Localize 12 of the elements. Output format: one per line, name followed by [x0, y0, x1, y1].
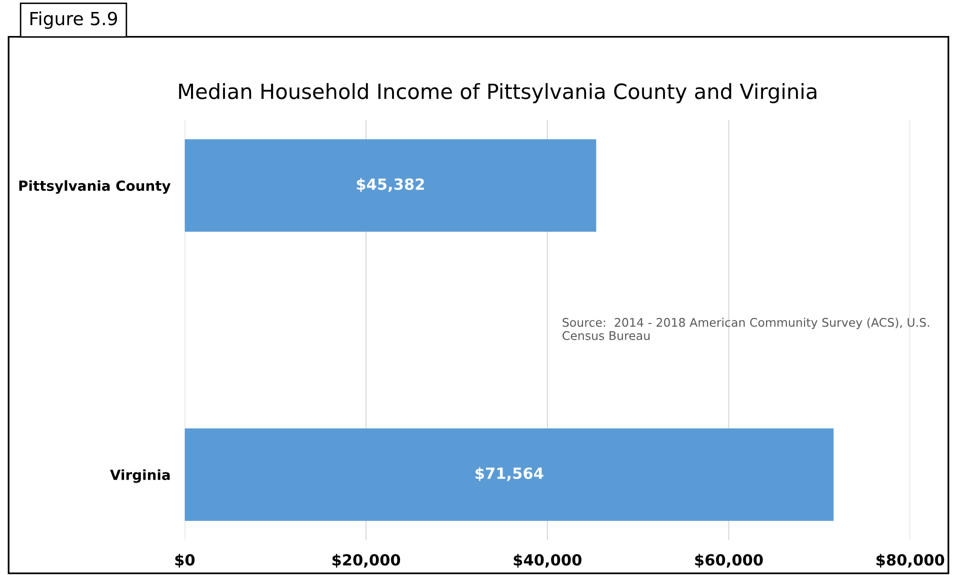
x-tick-label: $20,000	[332, 554, 400, 568]
data-label: $45,382	[356, 178, 424, 192]
caption: Figure 5.9	[30, 11, 118, 29]
y-tick-label: Pittsylvania County	[19, 180, 171, 194]
data-label: $71,564	[476, 467, 544, 482]
chart-title: Median Household Income of Pittsylvania County and Virginia	[179, 83, 816, 104]
y-tick-label: Virginia	[110, 469, 170, 483]
x-tick-label: $80,000	[876, 554, 944, 568]
x-tick-label: $40,000	[514, 554, 582, 568]
x-tick-label: $0	[175, 554, 195, 568]
annotation: Source: 2014 - 2018 American Community Survey (ACS), U.S. Census Bureau	[562, 318, 930, 340]
x-tick-label: $60,000	[695, 554, 763, 568]
